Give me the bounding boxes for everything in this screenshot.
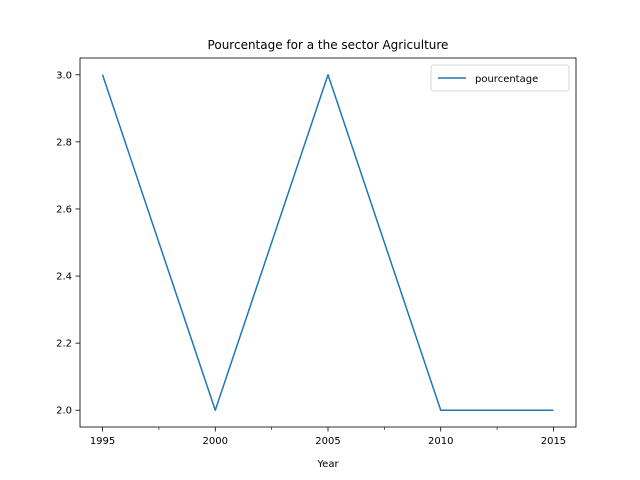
plot-area — [79, 57, 577, 428]
x-tick-label: 2000 — [203, 436, 228, 447]
chart-title: Pourcentage for a the sector Agriculture — [208, 38, 449, 52]
x-tick-label: 2010 — [428, 436, 453, 447]
legend-box — [430, 64, 570, 92]
y-tick-label: 2.8 — [56, 137, 72, 148]
x-axis: 1995 2000 2005 2010 2015 — [90, 427, 566, 447]
x-tick-label: 2005 — [315, 436, 340, 447]
y-tick-label: 2.0 — [56, 406, 72, 417]
y-axis: 2.0 2.2 2.4 2.6 2.8 3.0 — [56, 70, 80, 417]
series-line-pourcentage — [101, 74, 554, 411]
x-tick-label: 1995 — [90, 436, 115, 447]
y-tick-label: 2.6 — [56, 204, 72, 215]
y-tick-label: 3.0 — [56, 70, 72, 81]
legend-label: pourcentage — [475, 74, 538, 85]
legend: pourcentage — [430, 64, 570, 92]
plot-frame — [79, 57, 577, 428]
y-tick-label: 2.4 — [56, 272, 72, 283]
y-tick-label: 2.2 — [56, 339, 72, 350]
x-tick-label: 2015 — [541, 436, 566, 447]
x-axis-label: Year — [316, 459, 339, 470]
series-layer — [101, 74, 554, 411]
